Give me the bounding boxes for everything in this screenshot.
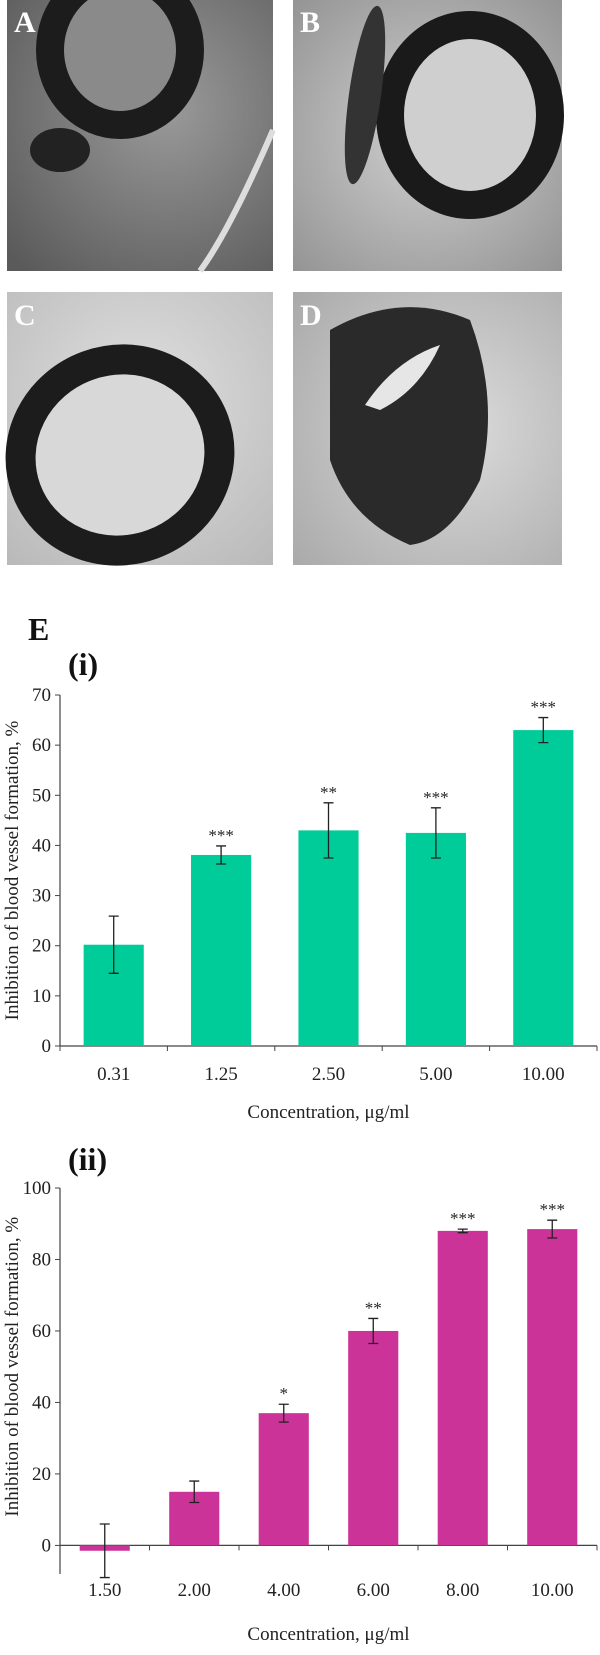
error-bar [430, 807, 441, 859]
x-axis-title: Concentration, μg/ml [247, 1102, 409, 1123]
bar [348, 1330, 399, 1546]
x-tick-label: 10.00 [531, 1580, 574, 1601]
panel-label: D [300, 299, 322, 332]
panel-label: A [14, 6, 36, 39]
y-tick-label: 70 [32, 685, 51, 706]
error-bar [538, 716, 549, 744]
significance-label: * [280, 1384, 289, 1403]
x-tick-label: 6.00 [357, 1580, 390, 1601]
error-bar [368, 1317, 379, 1345]
error-bar [278, 1403, 289, 1423]
error-bar [108, 915, 119, 974]
y-tick-label: 60 [32, 735, 51, 756]
x-tick-label: 2.50 [312, 1064, 345, 1085]
x-tick-label: 5.00 [419, 1064, 452, 1085]
y-tick-label: 60 [32, 1321, 51, 1342]
bar [258, 1413, 309, 1546]
bar [527, 1229, 578, 1546]
error-bar [216, 845, 227, 865]
y-axis-title: Inhibition of blood vessel formation, % [2, 1217, 23, 1517]
significance-label: *** [540, 1200, 566, 1219]
photo-b [293, 0, 564, 271]
x-tick-label: 1.50 [88, 1580, 121, 1601]
chart-title: (i) [68, 646, 98, 682]
photo-d [293, 292, 562, 565]
bar [513, 730, 574, 1046]
x-tick-label: 10.00 [522, 1064, 565, 1085]
y-tick-label: 40 [32, 835, 51, 856]
significance-label: *** [531, 698, 557, 717]
error-bar [99, 1523, 110, 1579]
error-bar [547, 1219, 558, 1239]
y-tick-label: 20 [32, 1464, 51, 1485]
x-tick-label: 4.00 [267, 1580, 300, 1601]
significance-label: *** [450, 1209, 476, 1228]
y-tick-label: 0 [42, 1535, 52, 1556]
bar [437, 1230, 488, 1546]
chart-title: (ii) [68, 1141, 107, 1177]
error-bar [457, 1228, 468, 1234]
error-bar [189, 1480, 200, 1504]
y-tick-label: 50 [32, 785, 51, 806]
y-tick-label: 10 [32, 986, 51, 1007]
panel-label: C [14, 299, 36, 332]
y-tick-label: 30 [32, 886, 51, 907]
x-tick-label: 8.00 [446, 1580, 479, 1601]
bar [298, 830, 359, 1046]
section-label: E [28, 611, 49, 647]
y-tick-label: 100 [23, 1178, 52, 1199]
bar [191, 854, 252, 1046]
y-tick-label: 20 [32, 936, 51, 957]
bar [405, 832, 466, 1046]
photo-a [7, 0, 276, 273]
significance-label: ** [320, 783, 337, 802]
photo-c [5, 292, 273, 566]
y-tick-label: 80 [32, 1249, 51, 1270]
x-tick-label: 1.25 [204, 1064, 237, 1085]
significance-label: *** [208, 826, 234, 845]
x-axis-title: Concentration, μg/ml [247, 1624, 409, 1645]
significance-label: ** [365, 1298, 382, 1317]
y-tick-label: 0 [42, 1036, 52, 1057]
x-tick-label: 2.00 [178, 1580, 211, 1601]
y-axis-title: Inhibition of blood vessel formation, % [2, 720, 23, 1020]
error-bar [323, 802, 334, 859]
panel-label: B [300, 6, 320, 39]
significance-label: *** [423, 788, 449, 807]
y-tick-label: 40 [32, 1392, 51, 1413]
x-tick-label: 0.31 [97, 1064, 130, 1085]
